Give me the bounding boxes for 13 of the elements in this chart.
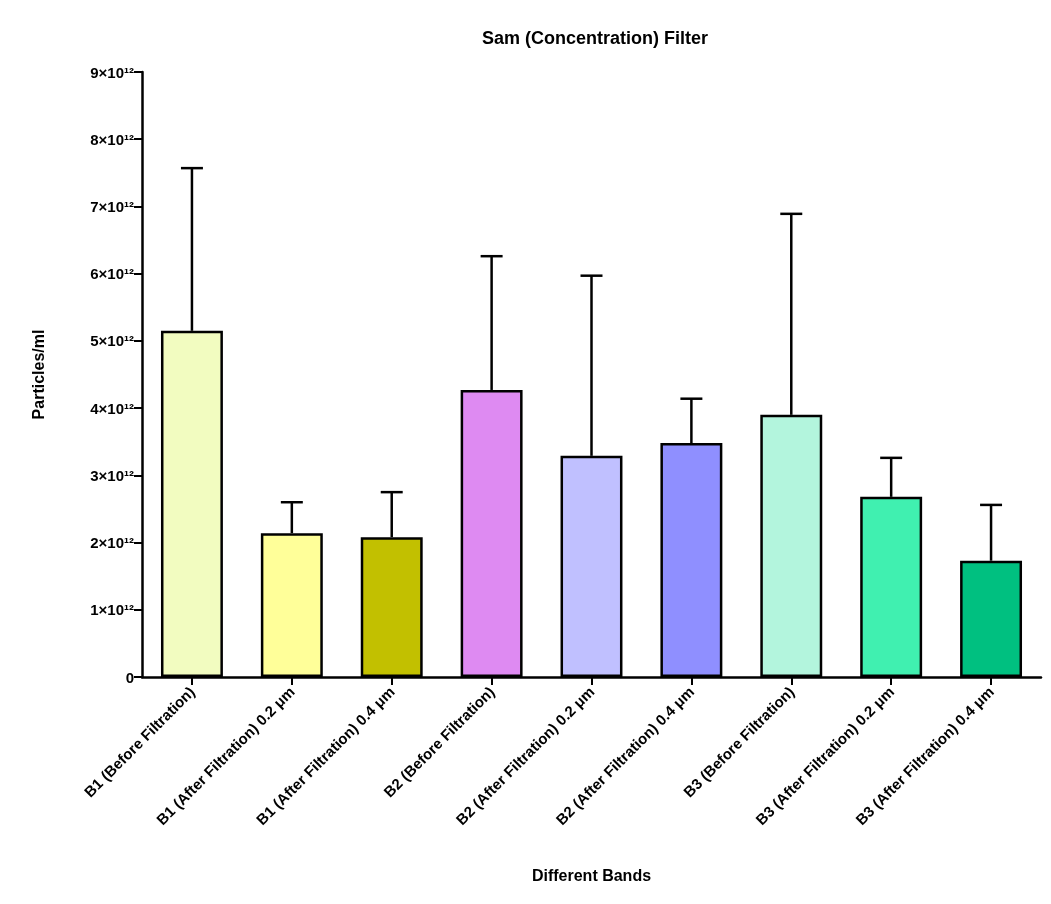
x-axis-title: Different Bands xyxy=(531,866,652,884)
y-tick-label: 7×10¹² xyxy=(90,197,134,215)
y-axis-title: Particles/ml xyxy=(29,329,47,420)
y-tick-label: 6×10¹² xyxy=(90,265,134,283)
y-tick-label: 3×10¹² xyxy=(90,466,134,484)
y-tick-label: 0 xyxy=(125,668,134,686)
y-tick-label: 5×10¹² xyxy=(90,332,134,350)
y-tick-label: 2×10¹² xyxy=(90,534,134,552)
y-tick-label: 1×10¹² xyxy=(90,601,134,619)
y-tick-label: 4×10¹² xyxy=(90,399,134,417)
y-tick-label: 8×10¹² xyxy=(90,130,134,148)
chart-title: Sam (Concentration) Filter xyxy=(481,28,709,48)
y-tick-label: 9×10¹² xyxy=(90,63,134,81)
